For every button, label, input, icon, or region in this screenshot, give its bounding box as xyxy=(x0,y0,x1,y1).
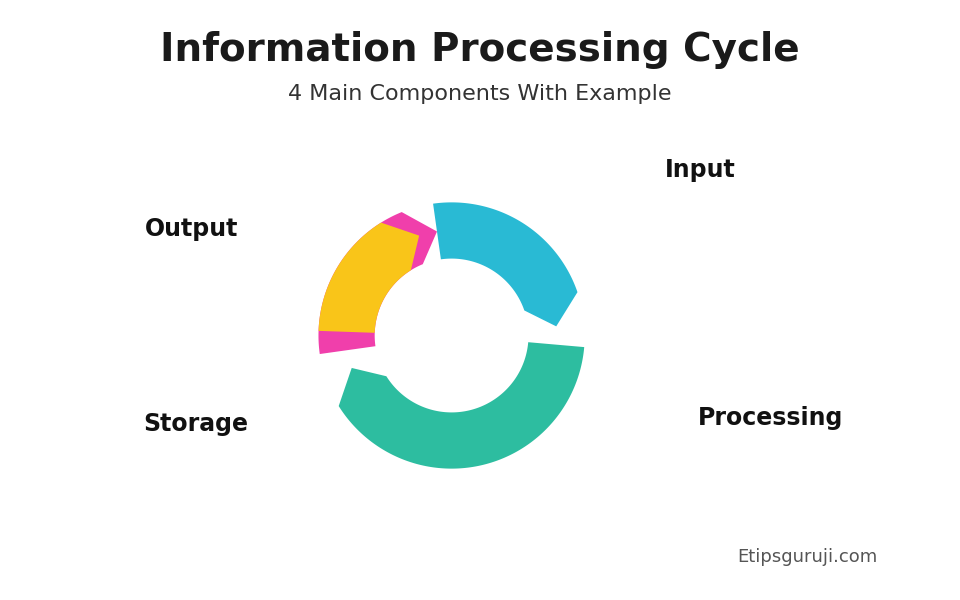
Polygon shape xyxy=(319,223,420,333)
Text: Processing: Processing xyxy=(698,406,843,430)
Text: Output: Output xyxy=(145,217,239,241)
Text: Storage: Storage xyxy=(143,412,248,436)
Text: Information Processing Cycle: Information Processing Cycle xyxy=(160,31,800,69)
Polygon shape xyxy=(339,342,585,469)
Text: Etipsguruji.com: Etipsguruji.com xyxy=(737,548,877,566)
Polygon shape xyxy=(433,202,578,326)
Text: 4 Main Components With Example: 4 Main Components With Example xyxy=(288,84,672,104)
Polygon shape xyxy=(319,212,437,354)
Text: Input: Input xyxy=(664,158,735,182)
